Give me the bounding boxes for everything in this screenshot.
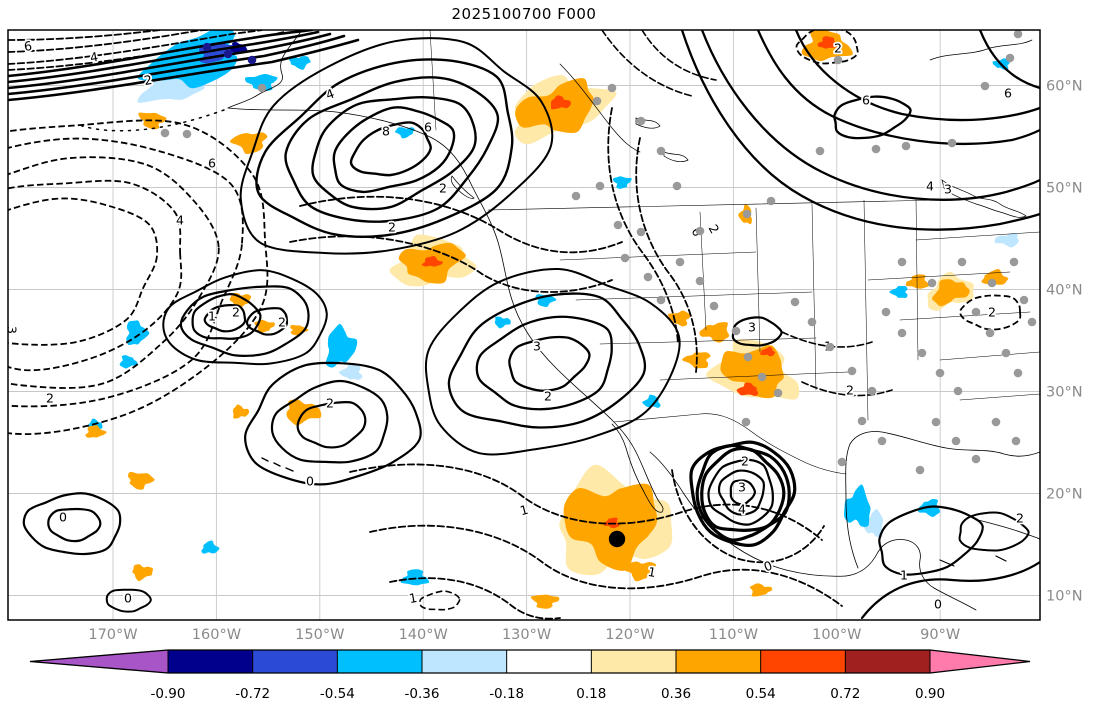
svg-text:4: 4 <box>176 213 184 228</box>
colorbar-tick-label: -0.18 <box>489 686 524 702</box>
svg-text:1: 1 <box>208 309 216 324</box>
colorbar-tick-label: 0.18 <box>576 686 606 702</box>
analysis-point-dot <box>608 530 626 548</box>
svg-text:6: 6 <box>424 120 432 135</box>
y-tick-label: 30°N <box>1046 385 1083 401</box>
svg-text:0: 0 <box>59 510 67 525</box>
colorbar-extend-left <box>30 650 168 673</box>
x-tick-label: 120°W <box>605 627 654 643</box>
svg-text:1: 1 <box>900 568 908 583</box>
svg-text:2: 2 <box>741 454 749 469</box>
svg-text:4: 4 <box>926 179 934 194</box>
svg-text:6: 6 <box>862 93 870 108</box>
svg-text:2: 2 <box>846 383 854 398</box>
svg-text:1: 1 <box>518 502 530 519</box>
svg-text:3: 3 <box>533 339 541 354</box>
colorbar-segment <box>760 650 846 673</box>
colorbar-segment <box>252 650 338 673</box>
solid-contours <box>8 30 1040 620</box>
colorbar-tick-label: -0.54 <box>320 686 355 702</box>
y-tick-label: 40°N <box>1046 283 1083 299</box>
colorbar-segment <box>845 650 931 673</box>
coastlines <box>81 30 1040 611</box>
colorbar-tick-label: 0.90 <box>915 686 945 702</box>
svg-text:1: 1 <box>408 590 418 606</box>
colorbar-segment <box>168 650 254 673</box>
colorbar-extend-right <box>930 650 1030 673</box>
svg-text:1: 1 <box>647 564 657 580</box>
svg-text:6: 6 <box>1004 86 1012 101</box>
colorbar-segment <box>337 650 423 673</box>
svg-text:2: 2 <box>439 181 447 196</box>
svg-text:2: 2 <box>988 305 996 320</box>
colorbar-segment <box>676 650 762 673</box>
y-tick-label: 50°N <box>1046 181 1083 197</box>
y-tick-label: 10°N <box>1046 589 1083 605</box>
svg-text:6: 6 <box>208 156 216 171</box>
svg-text:2: 2 <box>232 305 240 320</box>
x-tick-label: 170°W <box>88 627 137 643</box>
svg-text:2: 2 <box>706 222 723 236</box>
svg-text:2: 2 <box>388 220 396 235</box>
svg-text:2: 2 <box>834 41 842 56</box>
svg-text:0: 0 <box>934 597 942 612</box>
svg-text:3: 3 <box>748 320 756 335</box>
colorbar-segment <box>422 650 508 673</box>
colorbar-tick-label: 0.36 <box>661 686 691 702</box>
y-tick-label: 20°N <box>1046 487 1083 503</box>
colorbar-tick-label: -0.90 <box>151 686 186 702</box>
x-tick-label: 90°W <box>920 627 960 643</box>
svg-text:8: 8 <box>382 124 390 139</box>
svg-text:2: 2 <box>326 396 334 411</box>
x-tick-label: 110°W <box>709 627 758 643</box>
x-tick-label: 150°W <box>295 627 344 643</box>
svg-text:2: 2 <box>1016 511 1024 526</box>
svg-text:4: 4 <box>738 502 746 517</box>
colorbar-tick-label: -0.36 <box>405 686 440 702</box>
chart-title: 2025100700 F000 <box>451 5 597 23</box>
svg-text:4: 4 <box>324 86 337 103</box>
x-tick-label: 130°W <box>502 627 551 643</box>
x-tick-label: 100°W <box>812 627 861 643</box>
svg-text:2: 2 <box>278 315 286 330</box>
x-tick-label: 160°W <box>192 627 241 643</box>
svg-text:4: 4 <box>89 49 99 65</box>
svg-text:3: 3 <box>738 480 746 495</box>
svg-text:0: 0 <box>306 474 314 489</box>
svg-text:2: 2 <box>544 389 552 404</box>
plot-frame <box>7 29 1041 621</box>
svg-text:3: 3 <box>944 182 952 197</box>
svg-text:0: 0 <box>124 591 132 606</box>
svg-text:2: 2 <box>46 391 54 406</box>
axis-tick-labels: 170°W 160°W 150°W 140°W 130°W 120°W 110°W 100°W… <box>88 79 1082 644</box>
colorbar: -0.90 -0.72 -0.54 -0.36 -0.18 0.18 0.36 0.54 0.7… <box>29 649 1031 702</box>
anomaly-shading <box>85 30 1019 609</box>
y-tick-label: 60°N <box>1046 79 1083 95</box>
colorbar-segment <box>506 650 592 673</box>
svg-text:3: 3 <box>5 326 20 334</box>
station-dots <box>160 30 1037 548</box>
colorbar-tick-label: -0.72 <box>235 686 270 702</box>
colorbar-segment <box>591 650 677 673</box>
colorbar-tick-label: 0.54 <box>746 686 776 702</box>
x-tick-label: 140°W <box>399 627 448 643</box>
colorbar-tick-label: 0.72 <box>830 686 860 702</box>
